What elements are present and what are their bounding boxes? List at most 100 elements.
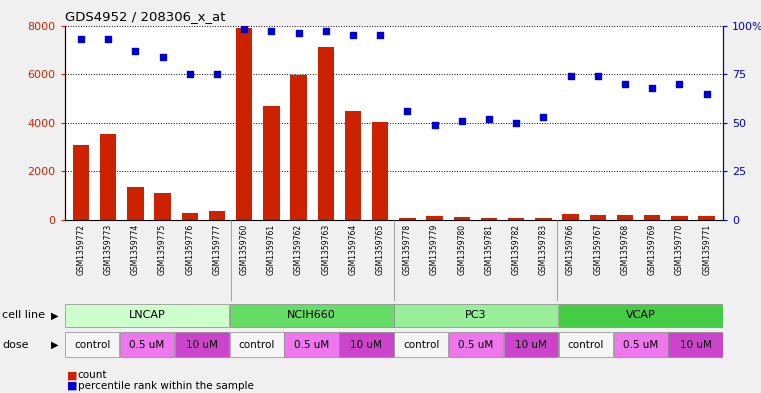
Text: GSM1359772: GSM1359772 <box>77 224 85 275</box>
Text: 10 uM: 10 uM <box>680 340 712 350</box>
Bar <box>668 332 723 357</box>
Text: ▶: ▶ <box>51 310 59 320</box>
Text: GSM1359765: GSM1359765 <box>376 224 385 275</box>
Point <box>619 81 631 87</box>
Text: 0.5 uM: 0.5 uM <box>129 340 164 350</box>
Text: GSM1359778: GSM1359778 <box>403 224 412 275</box>
Bar <box>127 187 144 220</box>
Text: GSM1359773: GSM1359773 <box>103 224 113 275</box>
Bar <box>481 218 497 220</box>
Text: control: control <box>74 340 110 350</box>
Bar <box>699 216 715 220</box>
Bar <box>590 215 606 220</box>
Bar <box>617 215 633 220</box>
Bar <box>394 304 558 327</box>
Text: GSM1359777: GSM1359777 <box>212 224 221 275</box>
Bar <box>230 332 284 357</box>
Bar <box>119 332 174 357</box>
Bar <box>100 134 116 220</box>
Point <box>157 53 169 60</box>
Text: PC3: PC3 <box>465 310 487 320</box>
Text: GSM1359783: GSM1359783 <box>539 224 548 275</box>
Text: GSM1359760: GSM1359760 <box>240 224 249 275</box>
Bar <box>182 213 198 220</box>
Bar <box>394 332 448 357</box>
Point <box>129 48 142 54</box>
Bar <box>73 145 89 220</box>
Text: GSM1359762: GSM1359762 <box>294 224 303 275</box>
Text: GSM1359763: GSM1359763 <box>321 224 330 275</box>
Text: count: count <box>78 370 107 380</box>
Text: GSM1359761: GSM1359761 <box>267 224 276 275</box>
Text: GDS4952 / 208306_x_at: GDS4952 / 208306_x_at <box>65 10 225 23</box>
Text: 10 uM: 10 uM <box>515 340 547 350</box>
Point <box>646 84 658 91</box>
Point <box>75 36 87 42</box>
Bar <box>317 48 334 220</box>
Bar <box>613 332 668 357</box>
Point <box>102 36 114 42</box>
Bar <box>508 218 524 220</box>
Bar <box>426 217 443 220</box>
Point <box>401 108 413 114</box>
Bar <box>175 332 229 357</box>
Text: 0.5 uM: 0.5 uM <box>294 340 330 350</box>
Text: GSM1359766: GSM1359766 <box>566 224 575 275</box>
Text: GSM1359768: GSM1359768 <box>620 224 629 275</box>
Text: GSM1359774: GSM1359774 <box>131 224 140 275</box>
Point <box>374 32 387 39</box>
Bar <box>291 75 307 220</box>
Text: GSM1359770: GSM1359770 <box>675 224 684 275</box>
Bar <box>236 28 253 220</box>
Bar <box>65 304 229 327</box>
Text: LNCAP: LNCAP <box>129 310 165 320</box>
Text: ■: ■ <box>67 370 78 380</box>
Bar <box>65 332 119 357</box>
Text: GSM1359782: GSM1359782 <box>511 224 521 275</box>
Text: GSM1359764: GSM1359764 <box>349 224 358 275</box>
Point <box>183 71 196 77</box>
Point <box>320 28 332 35</box>
Point <box>292 30 304 37</box>
Text: GSM1359767: GSM1359767 <box>594 224 602 275</box>
Text: control: control <box>238 340 275 350</box>
Text: GSM1359775: GSM1359775 <box>158 224 167 275</box>
Point <box>537 114 549 120</box>
Bar <box>230 304 393 327</box>
Bar <box>559 332 613 357</box>
Text: GSM1359780: GSM1359780 <box>457 224 466 275</box>
Text: GSM1359779: GSM1359779 <box>430 224 439 275</box>
Bar <box>400 218 416 220</box>
Bar <box>671 216 688 220</box>
Point <box>347 32 359 39</box>
Bar <box>339 332 393 357</box>
Text: 0.5 uM: 0.5 uM <box>458 340 494 350</box>
Text: GSM1359776: GSM1359776 <box>186 224 194 275</box>
Bar <box>559 304 723 327</box>
Text: NCIH660: NCIH660 <box>287 310 336 320</box>
Point <box>238 26 250 33</box>
Point <box>701 90 713 97</box>
Bar <box>454 217 470 220</box>
Point <box>483 116 495 122</box>
Text: ▶: ▶ <box>51 340 59 350</box>
Point <box>673 81 686 87</box>
Bar <box>504 332 558 357</box>
Text: 10 uM: 10 uM <box>351 340 382 350</box>
Bar <box>209 211 225 220</box>
Bar <box>154 193 170 220</box>
Bar <box>285 332 339 357</box>
Text: GSM1359769: GSM1359769 <box>648 224 657 275</box>
Point <box>456 118 468 124</box>
Text: control: control <box>403 340 439 350</box>
Text: cell line: cell line <box>2 310 46 320</box>
Point <box>428 121 441 128</box>
Bar <box>372 121 388 220</box>
Text: GSM1359771: GSM1359771 <box>702 224 711 275</box>
Text: 0.5 uM: 0.5 uM <box>623 340 658 350</box>
Text: ■: ■ <box>67 381 78 391</box>
Text: 10 uM: 10 uM <box>186 340 218 350</box>
Bar <box>644 215 661 220</box>
Point <box>211 71 223 77</box>
Text: dose: dose <box>2 340 29 350</box>
